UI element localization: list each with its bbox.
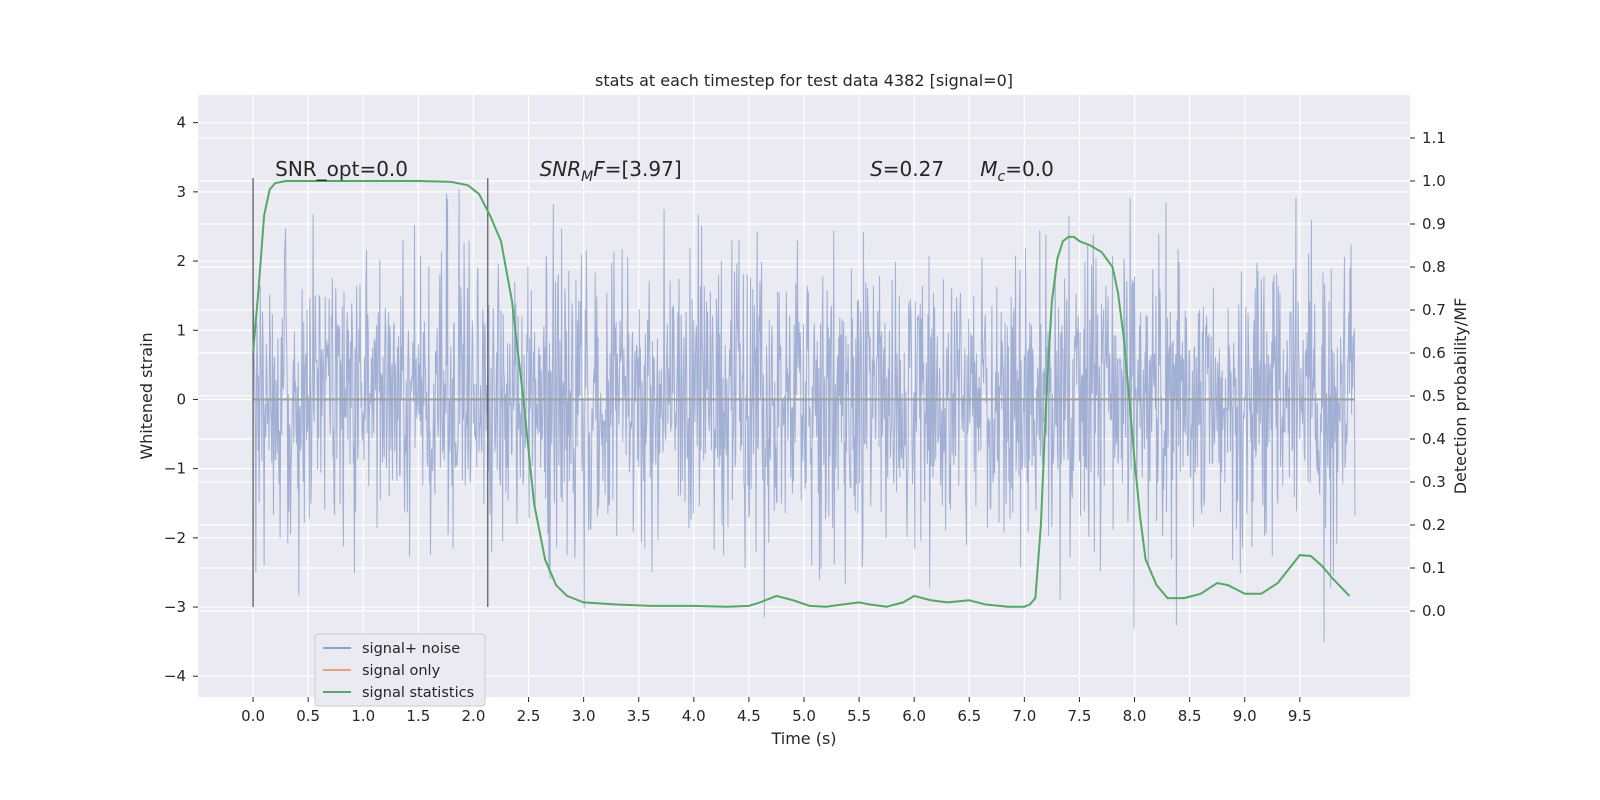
y-tick-label-left: 0: [176, 390, 186, 408]
annotation-subscript: M: [581, 169, 593, 185]
y-tick-label-right: 0.4: [1422, 430, 1446, 448]
annotations: SNR_opt=0.0 SNRMF=[3.97] S=0.27 Mc=0.0: [275, 157, 1054, 185]
annotation-text: SNR_opt=0.0: [275, 157, 408, 181]
y-tick-label-right: 1.0: [1422, 172, 1446, 190]
x-tick-label: 3.5: [627, 707, 651, 725]
x-tick-label: 5.5: [847, 707, 871, 725]
annotation-math-2: F: [593, 157, 605, 181]
y-tick-label-left: −2: [164, 529, 186, 547]
x-tick-label: 0.0: [241, 707, 265, 725]
x-tick-label: 4.0: [682, 707, 706, 725]
y-tick-labels-left: −4 −3 −2 −1 0 1 2 3 4: [164, 114, 198, 685]
y-tick-label-right: 0.3: [1422, 473, 1446, 491]
y-tick-label-left: 4: [176, 114, 186, 132]
x-tick-label: 7.5: [1068, 707, 1092, 725]
signal-statistics-series: [252, 180, 1351, 608]
y-tick-label-right: 0.9: [1422, 215, 1446, 233]
x-tick-label: 8.5: [1178, 707, 1202, 725]
x-axis-label: Time (s): [770, 729, 836, 748]
annotation-value: =0.0: [1005, 157, 1054, 181]
x-tick-label: 8.0: [1123, 707, 1147, 725]
x-tick-label: 9.5: [1288, 707, 1312, 725]
x-tick-labels: 0.0 0.5 1.0 1.5 2.0 2.5 3.0 3.5 4.0 4.5 5.0 5.5 6.0 6…: [241, 697, 1312, 725]
y-tick-label-left: −3: [164, 598, 186, 616]
y-tick-label-right: 0.2: [1422, 516, 1446, 534]
signal-noise-series: [252, 189, 1356, 643]
y-tick-label-left: 1: [176, 321, 186, 339]
chart-title: stats at each timestep for test data 438…: [595, 71, 1013, 90]
y-tick-label-right: 0.1: [1422, 559, 1446, 577]
y-axis-label-right: Detection probability/MF: [1451, 298, 1470, 495]
y-tick-label-right: 1.1: [1422, 129, 1446, 147]
y-tick-labels-right: 0.0 0.1 0.2 0.3 0.4 0.5 0.6 0.7 0.8 0.9 1.0 1.1: [1410, 129, 1446, 620]
y-tick-label-right: 0.6: [1422, 344, 1446, 362]
x-tick-label: 5.0: [792, 707, 816, 725]
y-tick-label-left: −1: [164, 460, 186, 478]
x-tick-label: 0.5: [296, 707, 320, 725]
legend-entry-signal-statistics: signal statistics: [362, 685, 474, 701]
signal-noise-line: [252, 189, 1356, 643]
x-tick-label: 2.5: [517, 707, 541, 725]
x-tick-label: 4.5: [737, 707, 761, 725]
x-tick-label: 3.0: [572, 707, 596, 725]
y-tick-label-right: 0.8: [1422, 258, 1446, 276]
annotation-value: =[3.97]: [605, 157, 682, 181]
annotation-math: S: [870, 157, 883, 181]
x-tick-label: 2.0: [462, 707, 486, 725]
y-tick-label-left: −4: [164, 667, 186, 685]
y-tick-label-right: 0.7: [1422, 301, 1446, 319]
annotation-s-stat: S=0.27: [870, 157, 944, 181]
legend-entry-signal-only: signal only: [362, 663, 441, 679]
x-tick-label: 7.0: [1012, 707, 1036, 725]
y-tick-label-right: 0.0: [1422, 602, 1446, 620]
x-tick-label: 9.0: [1233, 707, 1257, 725]
legend: signal+ noise signal only signal statist…: [314, 633, 486, 707]
y-tick-label-right: 0.5: [1422, 387, 1446, 405]
x-tick-label: 1.5: [406, 707, 430, 725]
annotation-mc-stat: Mc=0.0: [980, 157, 1054, 185]
legend-box: [314, 633, 486, 707]
y-axis-label-left: Whitened strain: [137, 332, 156, 459]
y-tick-label-left: 2: [176, 252, 186, 270]
x-tick-label: 6.0: [902, 707, 926, 725]
annotation-value: =0.27: [883, 157, 944, 181]
x-tick-label: 6.5: [957, 707, 981, 725]
annotation-math: M: [980, 157, 997, 181]
annotation-math: SNR: [540, 157, 582, 181]
annotation-snr-mf: SNRMF=[3.97]: [540, 157, 682, 185]
annotation-subscript: c: [998, 169, 1006, 185]
vertical-lines: [252, 178, 489, 608]
y-tick-label-left: 3: [176, 183, 186, 201]
signal-statistics-line: [252, 180, 1351, 608]
legend-entry-signal-noise: signal+ noise: [362, 641, 460, 657]
annotation-snr-opt: SNR_opt=0.0: [275, 157, 408, 181]
x-tick-label: 1.0: [351, 707, 375, 725]
